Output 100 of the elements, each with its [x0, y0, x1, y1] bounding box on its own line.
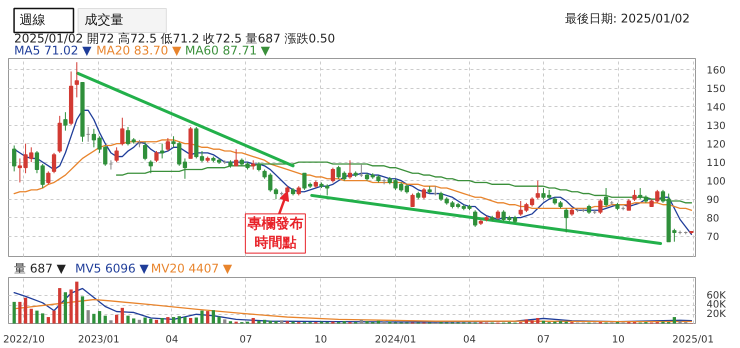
- x-tick-label: 07: [537, 334, 550, 346]
- x-tick-label: 2022/10: [3, 334, 45, 346]
- y-tick-label: 130: [706, 121, 726, 132]
- line-series: [14, 110, 692, 235]
- text: 最後日期: 2025/01/02: [564, 12, 690, 26]
- candlestick: [536, 180, 540, 200]
- candlestick: [52, 152, 56, 174]
- bar: [69, 289, 73, 324]
- bar: [542, 320, 546, 324]
- x-tick-label: 07: [240, 334, 252, 346]
- candlestick: [632, 189, 637, 202]
- candlestick: [598, 198, 603, 214]
- x-tick-label: 10: [314, 334, 328, 346]
- y-tick-label: 140: [706, 102, 726, 114]
- bar: [360, 320, 363, 324]
- candlestick: [160, 143, 164, 159]
- text: MA60 87.71 ▼: [184, 44, 271, 58]
- candlestick: [586, 204, 592, 214]
- bar: [126, 316, 130, 324]
- candlestick: [234, 148, 238, 166]
- bar: [257, 320, 261, 324]
- bar: [149, 318, 152, 324]
- candlestick: [154, 150, 159, 163]
- bar: [41, 313, 44, 324]
- candlestick: [564, 208, 568, 233]
- text: 2025/01/02 開72 高72.5 低71.2 收72.5 量687 漲跌0.50: [14, 32, 336, 46]
- x-tick-label: 2024/01: [374, 334, 416, 346]
- text: MA20 83.70 ▼: [96, 44, 182, 58]
- y-tick-label: 40K: [706, 300, 726, 311]
- y-tick-label: 20K: [706, 308, 726, 320]
- bar: [30, 308, 33, 324]
- candlestick: [114, 146, 119, 163]
- y-tick-label: 110: [706, 158, 726, 170]
- bar: [64, 292, 68, 324]
- candlestick: [12, 144, 16, 172]
- text: MA5 71.02 ▼: [14, 44, 92, 58]
- bar: [178, 316, 181, 324]
- candlestick: [422, 188, 426, 200]
- bar: [18, 302, 22, 324]
- y-tick-label: 80: [706, 214, 720, 225]
- bar: [200, 310, 204, 324]
- bar: [268, 320, 272, 324]
- bar: [252, 318, 255, 324]
- bar: [160, 318, 164, 324]
- candlestick: [46, 170, 50, 185]
- bar: [80, 296, 84, 324]
- candlestick: [626, 198, 631, 211]
- bar: [206, 311, 210, 324]
- candlestick: [348, 160, 352, 180]
- bar: [104, 316, 107, 324]
- candlestick: [142, 141, 148, 161]
- x-tick-label: 10: [612, 334, 625, 346]
- bar: [58, 288, 62, 324]
- bar: [172, 317, 176, 324]
- bar: [143, 318, 147, 324]
- bar: [132, 318, 136, 324]
- candlestick: [63, 112, 68, 132]
- candlestick: [166, 138, 170, 152]
- bar: [75, 282, 78, 324]
- line-series: [14, 298, 692, 322]
- annotation: 專欄發布時間點: [246, 216, 304, 252]
- bar: [92, 314, 96, 324]
- x-tick-label: 04: [463, 334, 476, 346]
- text: MV20 4407 ▼: [150, 262, 233, 276]
- bar: [672, 317, 676, 324]
- bar: [120, 308, 124, 324]
- bar: [115, 314, 118, 324]
- bar: [194, 318, 198, 324]
- bar: [52, 310, 56, 324]
- bar: [212, 310, 216, 324]
- y-tick-label: 120: [706, 140, 726, 151]
- bar: [166, 317, 170, 324]
- x-tick-label: 2023/01: [78, 334, 120, 346]
- series-label: MV5 6096 ▼: [75, 262, 150, 276]
- bar: [376, 320, 380, 324]
- bar: [183, 317, 187, 324]
- x-tick-label: 2025/01: [672, 334, 714, 346]
- candlestick: [473, 210, 478, 228]
- series-label: 量 687 ▼: [14, 262, 67, 276]
- candlestick: [251, 160, 256, 170]
- bar: [24, 298, 28, 324]
- bar: [280, 320, 284, 324]
- candlestick: [410, 193, 415, 208]
- candlestick: [330, 167, 336, 183]
- y-tick-label: 100: [706, 176, 726, 188]
- bar: [223, 319, 226, 324]
- bar: [217, 316, 221, 324]
- candlestick: [296, 186, 301, 196]
- bar: [98, 311, 102, 324]
- candlestick: [120, 117, 124, 146]
- y-tick-label: 160: [706, 66, 726, 77]
- bar: [86, 310, 90, 324]
- bar: [46, 317, 50, 324]
- candlestick: [74, 62, 79, 98]
- text: 成交量: [84, 12, 124, 28]
- line-series: [14, 288, 692, 323]
- text: 週線: [20, 13, 46, 28]
- y-tick-label: 150: [706, 84, 726, 96]
- candlestick: [496, 210, 500, 220]
- bar: [35, 310, 39, 324]
